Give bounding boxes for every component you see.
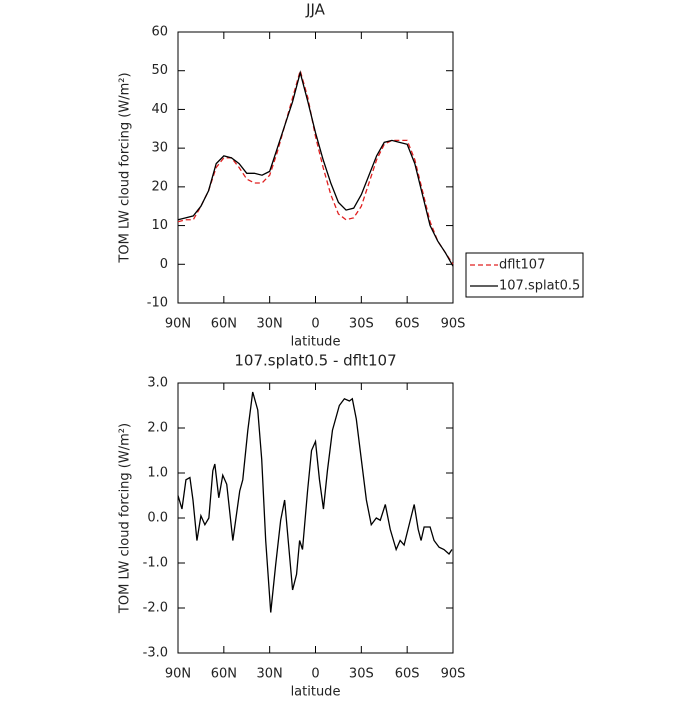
x-tick-label: 30S [349,667,374,682]
y-tick-label: 60 [151,25,168,40]
x-tick-label: 60S [395,667,420,682]
x-tick-label: 30N [257,317,283,332]
x-tick-label: 60N [211,317,237,332]
x-tick-label: 90S [441,667,466,682]
y-tick-label: 1.0 [147,466,168,481]
y-tick-label: 40 [151,102,168,117]
plot-frame [177,382,454,654]
legend-label: 107.splat0.5 [499,279,580,294]
x-axis-label: latitude [291,335,341,350]
x-tick-label: 0 [311,317,319,332]
y-tick-label: -10 [147,296,168,311]
x-tick-label: 60N [211,667,237,682]
legend-box [465,252,584,298]
y-tick-label: -1.0 [143,556,168,571]
y-tick-label: 2.0 [147,421,168,436]
x-tick-label: 90N [165,667,191,682]
series-line [177,70,454,267]
y-tick-label: 30 [151,141,168,156]
y-tick-label: 0 [160,257,168,272]
y-tick-label: 3.0 [147,376,168,391]
y-tick-label: 0.0 [147,511,168,526]
x-tick-label: 0 [311,667,319,682]
chart-title: 107.splat0.5 - dflt107 [234,352,396,370]
y-tick-label: 10 [151,218,168,233]
x-axis-label: latitude [291,685,341,700]
y-tick-label: 20 [151,179,168,194]
series-line [177,68,454,265]
plot-frame [177,31,454,304]
x-tick-label: 30N [257,667,283,682]
x-tick-label: 30S [349,317,374,332]
x-tick-label: 90N [165,317,191,332]
legend-label: dflt107 [499,258,545,273]
y-tick-label: -3.0 [143,646,168,661]
y-tick-label: 50 [151,63,168,78]
series-line [177,391,453,613]
y-tick-label: -2.0 [143,601,168,616]
y-axis-label: TOM LW cloud forcing (W/m²) [118,72,133,263]
x-tick-label: 90S [441,317,466,332]
y-axis-label: TOM LW cloud forcing (W/m²) [118,423,133,614]
x-tick-label: 60S [395,317,420,332]
chart-title: JJA [305,1,326,19]
